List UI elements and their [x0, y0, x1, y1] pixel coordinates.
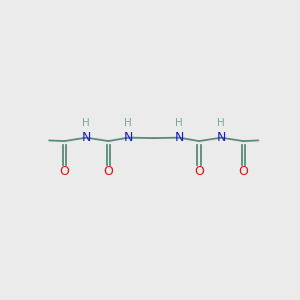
Text: O: O [59, 165, 69, 178]
Text: H: H [124, 118, 132, 128]
Text: H: H [176, 118, 183, 128]
Text: N: N [82, 131, 91, 144]
Text: N: N [124, 131, 133, 144]
Text: N: N [217, 131, 226, 144]
Text: O: O [194, 165, 204, 178]
Text: O: O [238, 165, 248, 178]
Text: H: H [217, 118, 225, 128]
Text: H: H [82, 118, 90, 128]
Text: N: N [175, 131, 184, 144]
Text: O: O [103, 165, 113, 178]
